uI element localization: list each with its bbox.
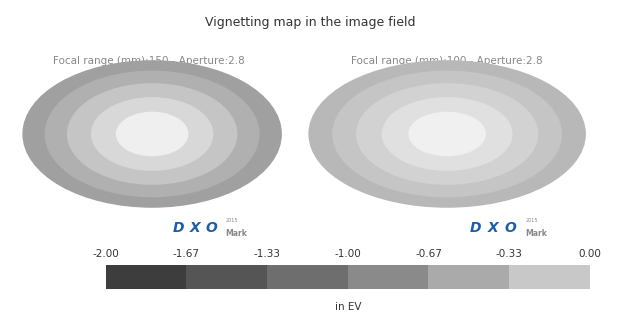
- Text: 2015: 2015: [525, 218, 538, 223]
- Ellipse shape: [356, 84, 538, 184]
- Text: -1.33: -1.33: [253, 249, 281, 259]
- Text: -2.00: -2.00: [92, 249, 119, 259]
- Text: -0.67: -0.67: [415, 249, 442, 259]
- Bar: [267, 265, 348, 289]
- Text: D: D: [470, 221, 481, 235]
- Bar: [509, 265, 590, 289]
- Text: 0.00: 0.00: [579, 249, 601, 259]
- Text: -1.00: -1.00: [334, 249, 361, 259]
- Ellipse shape: [23, 61, 281, 207]
- Bar: [106, 265, 186, 289]
- Ellipse shape: [309, 61, 585, 207]
- Text: -1.67: -1.67: [173, 249, 200, 259]
- Text: Focal range (mm):150 - Aperture:2.8: Focal range (mm):150 - Aperture:2.8: [53, 56, 245, 66]
- Text: Mark: Mark: [225, 229, 247, 238]
- Text: -0.33: -0.33: [496, 249, 523, 259]
- Text: 2015: 2015: [225, 218, 238, 223]
- Text: D: D: [173, 221, 184, 235]
- Text: X: X: [189, 221, 200, 235]
- Ellipse shape: [409, 112, 485, 156]
- Text: X: X: [487, 221, 498, 235]
- Text: in EV: in EV: [335, 302, 361, 312]
- Text: O: O: [504, 221, 516, 235]
- Bar: [186, 265, 267, 289]
- Bar: [348, 265, 428, 289]
- Text: O: O: [205, 221, 217, 235]
- Ellipse shape: [333, 71, 561, 197]
- Ellipse shape: [383, 98, 512, 170]
- Ellipse shape: [92, 98, 212, 170]
- Text: Vignetting map in the image field: Vignetting map in the image field: [206, 17, 415, 29]
- Bar: [428, 265, 509, 289]
- Text: Mark: Mark: [525, 229, 548, 238]
- Ellipse shape: [117, 112, 188, 156]
- Ellipse shape: [68, 84, 237, 184]
- Text: Focal range (mm):100 - Aperture:2.8: Focal range (mm):100 - Aperture:2.8: [351, 56, 543, 66]
- Ellipse shape: [45, 71, 259, 197]
